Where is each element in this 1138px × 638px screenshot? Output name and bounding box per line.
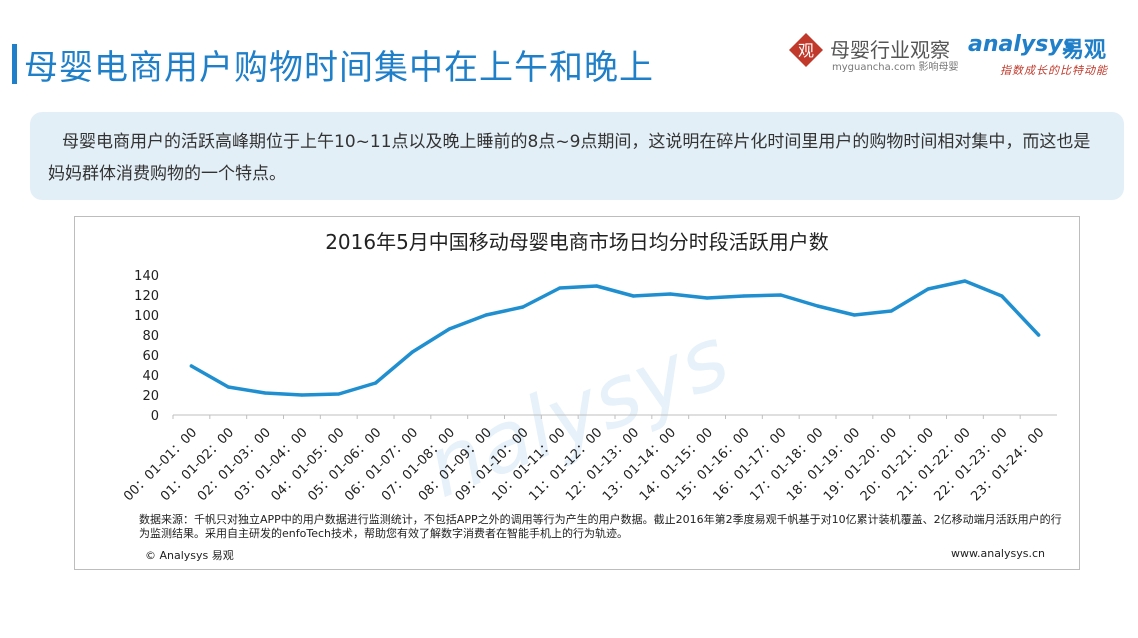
myguancha-logo-icon: 观 (789, 33, 823, 67)
brand-name: 母婴行业观察 (830, 38, 950, 62)
analysys-logo: analysys (968, 32, 1076, 57)
data-point (742, 294, 746, 298)
y-tick-label: 40 (142, 369, 159, 384)
chart-title: 2016年5月中国移动母婴电商市场日均分时段活跃用户数 (325, 230, 829, 254)
y-tick-label: 140 (134, 269, 159, 284)
data-point (558, 286, 562, 290)
chart-frame: nalysys 2016年5月中国移动母婴电商市场日均分时段活跃用户数 0 20 4… (74, 216, 1080, 570)
data-point (852, 313, 857, 317)
data-point (226, 385, 230, 389)
data-point (889, 309, 893, 313)
series-line (189, 279, 1041, 397)
y-tick-label: 80 (142, 329, 159, 344)
data-point (337, 392, 341, 396)
data-point (373, 381, 378, 385)
title-accent-bar (12, 44, 17, 84)
data-point (668, 292, 672, 296)
source-note: 数据来源：千帆只对独立APP中的用户数据进行监测统计，不包括APP之外的调用等行… (139, 513, 1062, 540)
y-tick-label: 60 (142, 349, 159, 364)
data-point (815, 304, 820, 308)
data-point (963, 279, 967, 283)
data-point (705, 296, 709, 300)
data-point (1036, 333, 1041, 337)
summary-text: 母婴电商用户的活跃高峰期位于上午10~11点以及晚上睡前的8点~9点期间，这说明… (48, 132, 1091, 184)
y-tick-label: 0 (151, 409, 159, 424)
data-point (484, 313, 488, 317)
website-link: www.analysys.cn (951, 547, 1045, 560)
data-point (631, 294, 636, 298)
copyright: © Analysys 易观 (145, 549, 234, 562)
brand-url: myguancha.com 影响母婴 (832, 62, 959, 73)
line-chart: nalysys 2016年5月中国移动母婴电商市场日均分时段活跃用户数 0204… (121, 230, 1057, 517)
data-point (521, 305, 525, 309)
data-point (447, 327, 451, 331)
analysys-cn-logo: 易观 (1062, 38, 1107, 63)
page-title: 母婴电商用户购物时间集中在上午和晚上 (24, 48, 654, 88)
data-point (300, 393, 304, 397)
data-point (263, 391, 267, 395)
data-point (1000, 294, 1004, 298)
data-point (594, 284, 599, 288)
y-tick-label: 20 (142, 389, 159, 404)
data-point (926, 287, 930, 291)
summary-box: 母婴电商用户的活跃高峰期位于上午10~11点以及晚上睡前的8点~9点期间，这说明… (30, 112, 1124, 200)
data-point (189, 364, 194, 368)
data-point (779, 293, 783, 297)
brand-slogan: 指数成长的比特动能 (1000, 64, 1108, 77)
brand-logo-char: 观 (798, 41, 814, 60)
y-tick-label: 120 (134, 289, 159, 304)
data-point (410, 350, 415, 354)
y-tick-label: 100 (134, 309, 159, 324)
